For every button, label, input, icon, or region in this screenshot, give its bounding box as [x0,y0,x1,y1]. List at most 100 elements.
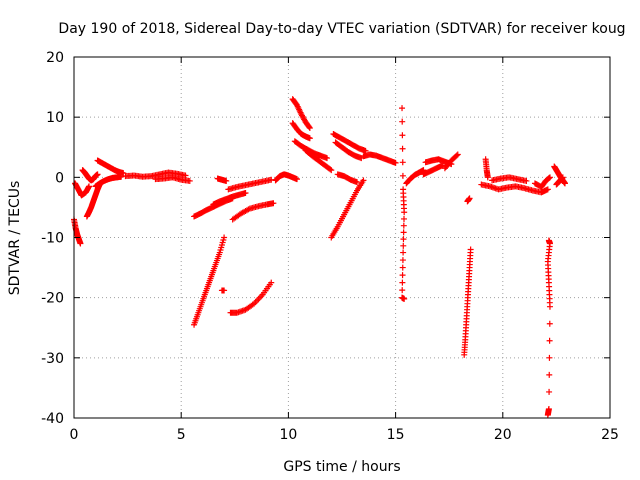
data-point [86,183,93,190]
data-point [523,177,530,184]
data-point [399,287,406,294]
y-tick-label: -40 [41,411,64,427]
data-point [400,242,407,249]
x-tick-label: 20 [494,427,512,443]
series-arc-15-16 [403,167,427,187]
data-point [268,176,275,183]
data-point [399,145,406,152]
data-point [546,371,553,378]
data-point [544,186,551,193]
data-point [399,279,406,286]
chart-title: Day 190 of 2018, Sidereal Day-to-day VTE… [58,21,625,37]
data-point [400,236,407,243]
data-point [399,118,406,125]
data-point [401,295,408,302]
data-point [360,177,367,184]
series-arc-3-5 [152,174,193,184]
series-arc-19-21b [489,174,530,184]
data-point [399,159,406,166]
data-point [327,166,334,173]
x-tick-label: 5 [177,427,186,443]
data-point [399,272,406,279]
data-point [545,237,552,244]
data-point [94,171,101,178]
data-point [546,174,553,181]
data-point [306,124,313,131]
series-arc-7-9b [229,200,277,223]
data-point [186,177,193,184]
series-arc-7-9a [227,279,275,316]
y-tick-label: 0 [55,170,64,186]
series-arc-12-13b [332,139,365,162]
y-axis-label: SDTVAR / TECUs [7,181,23,296]
series-arc-12-13d [334,171,361,186]
y-tick-label: -20 [41,291,64,307]
data-point [399,264,406,271]
series-arc-10-11b [289,120,313,142]
series-arc-1-2 [92,173,125,190]
data-point [328,167,335,174]
data-point [392,159,399,166]
series-arc-7-b [214,175,230,184]
series-arc-17-18 [441,151,461,172]
series-arc-21-22 [531,174,553,190]
axis-ticks: 0 5 10 15 20 25 -40 -30 -20 -10 0 10 20 [41,50,619,443]
data-point [546,388,553,395]
y-tick-label: -10 [41,231,64,247]
data-point [399,172,406,179]
series-arc-9-10 [272,171,300,184]
series-arc-5-7b [191,234,228,328]
series-arc-6-7-short [218,287,228,294]
data-point [354,179,361,186]
data-point [401,209,408,216]
series-arc-12-13c [328,177,367,241]
x-tick-label: 25 [601,427,619,443]
data-point [399,132,406,139]
series-arc-22-vert [544,237,553,418]
data-point [270,200,277,207]
series-arc-13-15 [360,151,399,166]
series-arc-10-11a [289,96,313,131]
series-arc-7-9c [225,176,275,193]
data-point [484,174,491,181]
series-arc-19-21 [478,181,551,196]
data-point [399,257,406,264]
series-arc-12-13a [330,131,369,154]
x-tick-label: 10 [279,427,297,443]
series-arc-18-short [464,195,473,205]
x-tick-label: 15 [387,427,405,443]
series-arc-1-3 [94,157,127,177]
series-arc-16-17b [420,162,446,178]
series-arc-0-1 [79,167,101,184]
data-point [400,249,407,256]
data-point [306,135,313,142]
series-arc-6-8 [210,189,249,208]
series-arc-2-4 [122,169,189,180]
series-arc-10-12d [302,147,335,174]
data-point [400,215,407,222]
data-point [268,279,275,286]
data-point [453,152,460,159]
y-tick-label: -30 [41,351,64,367]
data-point [399,105,406,112]
data-point [559,174,566,181]
data-point [400,229,407,236]
data-point [242,189,249,196]
y-tick-label: 10 [46,110,64,126]
series-arc-0-2 [83,181,103,220]
series-arc-19-iso [482,156,491,181]
series-arc-18-vert [461,246,474,358]
data-points [71,96,568,418]
y-tick-label: 20 [46,50,64,66]
x-tick-label: 0 [70,427,79,443]
data-point [306,123,313,130]
data-point [546,174,553,181]
data-point [221,234,228,241]
data-point [454,151,461,158]
data-point [546,337,553,344]
data-point [561,180,568,187]
data-point [77,240,84,247]
data-point [293,176,300,183]
data-point [400,222,407,229]
data-point [120,170,127,177]
